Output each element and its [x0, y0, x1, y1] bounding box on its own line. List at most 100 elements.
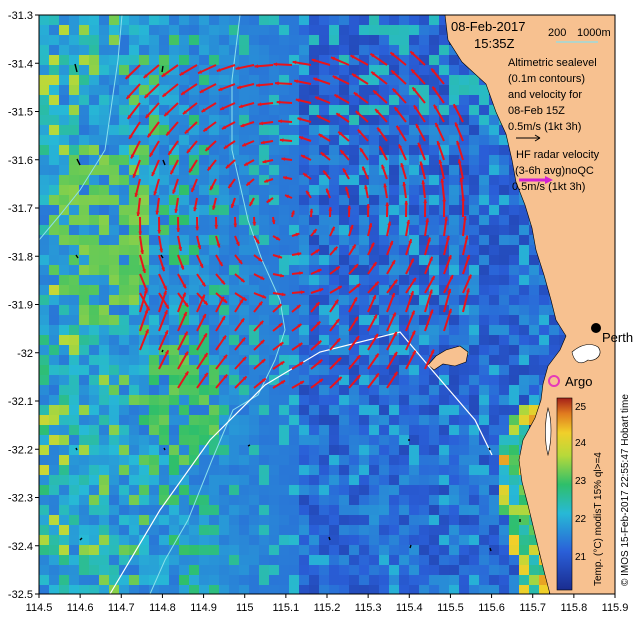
sst-cell — [149, 15, 159, 25]
sst-cell — [419, 15, 429, 25]
sst-cell — [359, 265, 369, 275]
sst-cell — [449, 555, 459, 565]
sst-cell — [129, 435, 139, 445]
sst-cell — [509, 175, 519, 185]
sst-cell — [379, 425, 389, 435]
sst-cell — [269, 105, 279, 115]
sst-cell — [49, 405, 59, 415]
sst-cell — [329, 25, 339, 35]
sst-cell — [499, 555, 509, 565]
sst-cell — [299, 375, 309, 385]
sst-cell — [399, 335, 409, 345]
sst-cell — [219, 375, 229, 385]
sst-cell — [129, 15, 139, 25]
sst-cell — [179, 515, 189, 525]
estuary — [545, 344, 601, 457]
sst-cell — [99, 435, 109, 445]
sst-cell — [289, 175, 299, 185]
sst-cell — [359, 135, 369, 145]
sst-cell — [309, 165, 319, 175]
sst-cell — [219, 285, 229, 295]
sst-cell — [309, 365, 319, 375]
hf-radar-arrowhead — [417, 142, 422, 147]
sst-cell — [499, 435, 509, 445]
sst-cell — [379, 355, 389, 365]
sst-cell — [389, 555, 399, 565]
sst-cell — [429, 445, 439, 455]
sst-cell — [129, 525, 139, 535]
hf-radar-arrowhead — [134, 193, 139, 197]
sst-cell — [349, 85, 359, 95]
sst-cell — [199, 585, 209, 594]
hf-radar-arrowhead — [345, 186, 349, 191]
hf-radar-arrowhead — [166, 131, 171, 136]
hf-radar-arrowhead — [262, 294, 267, 299]
sst-cell — [219, 555, 229, 565]
sst-cell — [89, 525, 99, 535]
sst-cell — [39, 135, 49, 145]
sst-cell — [339, 335, 349, 345]
sst-cell — [149, 395, 159, 405]
sst-cell — [159, 535, 169, 545]
hf-radar-arrowhead — [315, 302, 320, 307]
sst-cell — [119, 135, 129, 145]
hf-radar-arrowhead — [262, 159, 267, 164]
sst-cell — [239, 35, 249, 45]
sst-cell — [379, 175, 389, 185]
sst-cell — [139, 195, 149, 205]
sst-cell — [329, 175, 339, 185]
sst-cell — [189, 65, 199, 75]
sst-cell — [479, 475, 489, 485]
sst-cell — [109, 495, 119, 505]
hf-radar-arrowhead — [145, 306, 150, 311]
sst-cell — [349, 25, 359, 35]
sst-cell — [389, 65, 399, 75]
sst-cell — [199, 185, 209, 195]
hf-radar-arrowhead — [184, 331, 188, 336]
sst-cell — [399, 105, 409, 115]
hf-radar-arrowhead — [164, 330, 169, 335]
sst-cell — [399, 55, 409, 65]
sst-cell — [39, 465, 49, 475]
sst-cell — [119, 265, 129, 275]
sst-cell — [319, 135, 329, 145]
sst-cell — [189, 125, 199, 135]
sst-cell — [269, 95, 279, 105]
sst-cell — [239, 525, 249, 535]
sst-cell — [489, 585, 499, 594]
sst-cell — [349, 175, 359, 185]
sst-cell — [329, 515, 339, 525]
sst-cell — [419, 85, 429, 95]
sst-cell — [359, 485, 369, 495]
sst-cell — [409, 335, 419, 345]
sst-cell — [89, 545, 99, 555]
sst-cell — [109, 525, 119, 535]
sst-cell — [309, 185, 319, 195]
sst-cell — [499, 175, 509, 185]
sst-cell — [79, 295, 89, 305]
sst-cell — [509, 445, 519, 455]
sst-cell — [139, 425, 149, 435]
y-tick-label: -32.4 — [8, 541, 33, 553]
sst-cell — [409, 425, 419, 435]
sst-cell — [129, 285, 139, 295]
sst-cell — [239, 575, 249, 585]
sst-cell — [89, 245, 99, 255]
sst-cell — [349, 545, 359, 555]
sst-cell — [409, 465, 419, 475]
hf-radar-arrowhead — [429, 309, 434, 314]
sst-cell — [409, 265, 419, 275]
sst-cell — [119, 225, 129, 235]
hf-radar-arrowhead — [182, 110, 187, 115]
sst-cell — [329, 465, 339, 475]
sst-cell — [79, 115, 89, 125]
sst-cell — [69, 465, 79, 475]
sst-cell — [449, 525, 459, 535]
sst-cell — [199, 215, 209, 225]
sst-cell — [309, 125, 319, 135]
sst-cell — [149, 575, 159, 585]
sst-cell — [449, 145, 459, 155]
hf-radar-arrow — [424, 349, 435, 370]
sst-cell — [309, 175, 319, 185]
sst-cell — [49, 395, 59, 405]
